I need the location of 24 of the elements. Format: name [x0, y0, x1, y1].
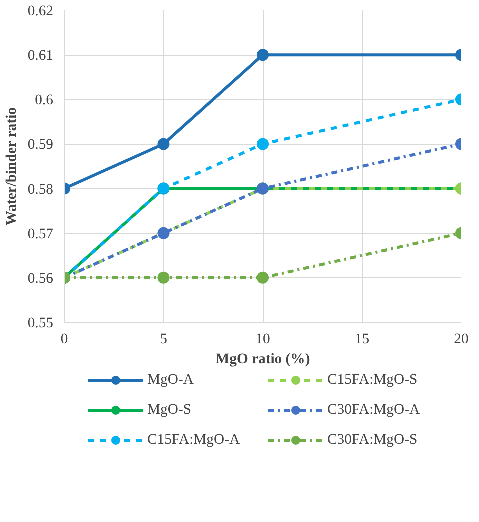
legend-label: C15FA:MgO-S: [328, 372, 419, 388]
x-axis-title: MgO ratio (%): [216, 352, 310, 368]
point: [257, 272, 269, 284]
x-tick-label: 0: [60, 332, 68, 348]
y-tick-label: 0.55: [28, 316, 54, 332]
legend-label: C15FA:MgO-A: [148, 432, 242, 448]
legend-label: C30FA:MgO-S: [328, 432, 419, 448]
x-tick-label: 20: [454, 332, 469, 348]
point: [257, 138, 269, 150]
x-tick-label: 15: [354, 332, 370, 348]
y-tick-label: 0.61: [28, 48, 54, 64]
x-tick-label: 10: [256, 332, 270, 348]
y-tick-label: 0.56: [28, 270, 54, 287]
legend-label: MgO-A: [148, 372, 195, 388]
y-tick-label: 0.59: [28, 137, 54, 154]
point: [158, 272, 170, 284]
y-tick-label: 0.58: [28, 182, 54, 198]
y-axis-title: Water/binder ratio: [4, 108, 20, 226]
y-tick-label: 0.6: [35, 92, 54, 109]
legend-label: C30FA:MgO-A: [328, 402, 422, 418]
y-tick-label: 0.62: [28, 4, 54, 20]
y-tick-label: 0.57: [28, 226, 54, 242]
x-tick-label: 5: [160, 332, 168, 348]
legend-label: MgO-S: [148, 402, 192, 418]
